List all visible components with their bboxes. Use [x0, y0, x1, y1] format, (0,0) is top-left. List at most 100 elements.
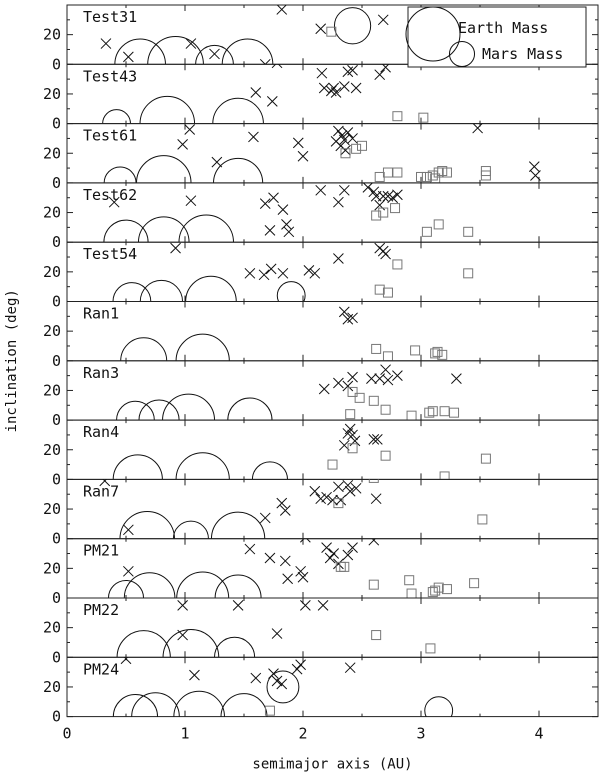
legend-earth-label: Earth Mass [458, 19, 548, 37]
cross-marker [338, 184, 350, 196]
cross-marker [99, 479, 111, 487]
cross-marker [244, 267, 256, 279]
cross-marker [392, 189, 403, 201]
cross-marker [232, 600, 244, 611]
planet-marker [178, 214, 234, 243]
cross-marker [259, 58, 271, 65]
cross-marker [347, 133, 358, 144]
x-tick-label: 0 [62, 725, 71, 743]
square-marker [264, 705, 275, 716]
square-marker [380, 404, 391, 415]
cross-marker [338, 81, 350, 92]
cross-marker [259, 198, 271, 210]
planet-marker [138, 399, 180, 421]
planet-marker [214, 574, 262, 599]
cross-marker [283, 226, 295, 238]
cross-marker [347, 429, 358, 441]
y-tick-label: 0 [52, 648, 61, 666]
square-marker [371, 630, 382, 641]
cross-marker [333, 253, 344, 264]
panel-label: Test61 [83, 127, 137, 145]
square-marker [427, 406, 438, 417]
square-marker [368, 395, 379, 406]
planet-marker [112, 282, 152, 302]
cross-marker [344, 485, 356, 497]
y-tick-label: 20 [43, 263, 61, 281]
cross-marker [333, 125, 344, 137]
square-marker [433, 219, 444, 230]
y-tick-label: 0 [52, 115, 61, 133]
square-marker [449, 407, 460, 418]
cross-marker [347, 371, 358, 383]
panel-frame [66, 419, 599, 480]
cross-marker [259, 512, 271, 524]
cross-marker [268, 192, 279, 204]
cross-marker [250, 87, 262, 98]
cross-marker [309, 267, 321, 279]
cross-marker [282, 573, 294, 585]
panel-frame [66, 241, 599, 302]
legend-mars-symbol [448, 40, 476, 68]
cross-marker [279, 555, 291, 567]
cross-marker [333, 481, 344, 493]
planet-marker [114, 38, 166, 65]
cross-marker [177, 629, 188, 641]
cross-marker [317, 600, 329, 611]
square-marker [374, 284, 385, 295]
square-marker [463, 226, 474, 237]
square-marker [354, 392, 365, 403]
panel-frame [66, 360, 599, 421]
square-marker [392, 259, 403, 270]
cross-marker [120, 657, 132, 665]
cross-marker [362, 182, 374, 193]
cross-marker [108, 196, 120, 208]
cross-marker [276, 5, 288, 15]
square-marker [382, 167, 393, 178]
cross-marker [342, 380, 354, 392]
square-marker [406, 410, 417, 421]
cross-marker [100, 38, 112, 49]
cross-marker [366, 373, 377, 384]
y-tick-label: 0 [52, 293, 61, 311]
cross-marker [344, 423, 356, 435]
square-marker [439, 406, 450, 417]
cross-marker [300, 600, 311, 611]
square-marker [382, 351, 393, 361]
cross-marker [380, 364, 391, 376]
square-marker [421, 226, 432, 237]
cross-marker [209, 48, 220, 60]
y-tick-label: 0 [52, 411, 61, 429]
cross-marker [277, 204, 289, 215]
cross-marker [303, 265, 315, 276]
cross-marker [264, 552, 276, 564]
y-tick-label: 20 [43, 85, 61, 103]
cross-marker [318, 82, 330, 94]
cross-marker [271, 628, 283, 639]
y-tick-label: 20 [43, 26, 61, 44]
planet-marker [185, 275, 237, 302]
y-tick-label: 20 [43, 619, 61, 637]
legend-earth-symbol [405, 6, 461, 62]
y-tick-label: 20 [43, 678, 61, 696]
y-tick-label: 0 [52, 233, 61, 251]
cross-marker [184, 124, 196, 135]
square-marker [425, 643, 436, 654]
square-marker [347, 386, 358, 397]
square-marker [339, 561, 350, 572]
cross-marker [342, 549, 354, 561]
cross-marker [347, 64, 358, 76]
cross-marker [185, 38, 197, 49]
y-tick-label: 0 [52, 352, 61, 370]
planet-marker [162, 393, 216, 421]
cross-marker [123, 524, 134, 536]
y-tick-label: 20 [43, 204, 61, 222]
panel-frame [66, 478, 599, 540]
cross-marker [333, 558, 344, 570]
square-marker [406, 588, 417, 599]
planet-marker [173, 690, 225, 717]
legend-box [407, 6, 587, 68]
planet-marker [333, 7, 372, 45]
cross-marker [330, 87, 342, 98]
cross-marker [265, 263, 277, 275]
square-marker [430, 173, 441, 183]
